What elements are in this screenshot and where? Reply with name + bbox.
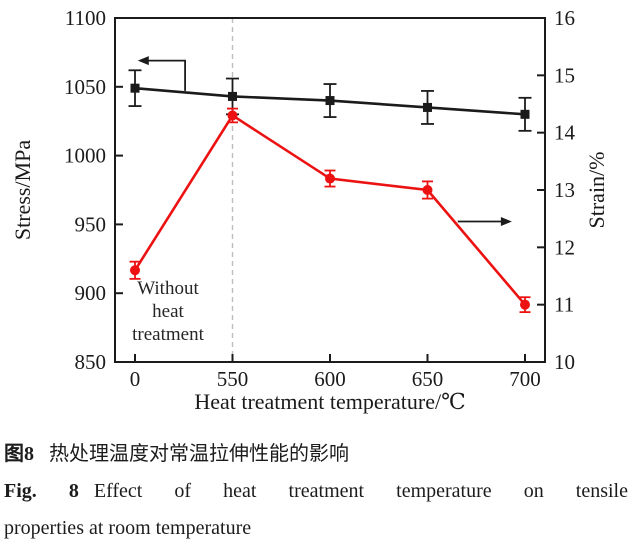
strain-tick-label: 14 xyxy=(554,121,576,145)
caption-en-line: Fig. 8 Effect of heat treatment temperatu… xyxy=(4,473,628,510)
stress-marker xyxy=(520,109,530,119)
stress-tick-label: 950 xyxy=(75,212,107,236)
annotation-line: treatment xyxy=(132,324,204,345)
caption-zh-label: 图8 xyxy=(4,443,34,465)
caption-zh-text: 热处理温度对常温拉伸性能的影响 xyxy=(49,443,349,465)
stress-marker xyxy=(325,96,335,106)
temperature-tick-label: 700 xyxy=(509,367,541,391)
figure-caption: 图8 热处理温度对常温拉伸性能的影响 Fig. 8 Effect of heat t… xyxy=(0,426,632,547)
temperature-tick-label: 650 xyxy=(412,367,444,391)
temperature-axis-title: Heat treatment temperature/℃ xyxy=(194,389,465,414)
stress-tick-label: 1100 xyxy=(65,6,106,30)
stress-marker xyxy=(228,91,237,101)
strain-marker xyxy=(130,265,140,276)
strain-tick-label: 12 xyxy=(554,235,575,259)
caption-en-line2: properties at room temperature xyxy=(4,517,252,539)
caption-en-text: Effect of heat treatment temperature on … xyxy=(93,480,628,502)
strain-tick-label: 15 xyxy=(554,63,575,87)
strain-tick-label: 13 xyxy=(554,178,575,202)
temperature-tick-label: 0 xyxy=(130,367,141,391)
temperature-tick-label: 600 xyxy=(314,367,346,391)
strain-marker xyxy=(520,299,530,310)
tensile-properties-plot: 1100 1050 1000 950 900 850 16 15 14 13 12 11 10 0 550 6… xyxy=(10,6,609,414)
without-heat-treatment-annotation: Without heat treatment xyxy=(118,277,218,346)
strain-tick-label: 16 xyxy=(554,6,575,30)
stress-tick-label: 850 xyxy=(75,350,107,374)
right-arrowhead-icon xyxy=(500,217,512,227)
stress-tick-label: 900 xyxy=(75,281,107,305)
figure-8-chart: 1100 1050 1000 950 900 850 16 15 14 13 12 11 10 0 550 6… xyxy=(10,6,609,414)
strain-axis-title: Strain/% xyxy=(584,152,609,229)
strain-marker xyxy=(227,110,238,121)
stress-axis-arrow xyxy=(147,59,186,91)
stress-axis-title: Stress/MPa xyxy=(10,140,35,240)
stress-tick-label: 1050 xyxy=(64,75,106,99)
left-arrowhead-icon xyxy=(137,56,149,66)
strain-marker xyxy=(325,173,335,184)
caption-en-label: Fig. 8 xyxy=(4,480,79,502)
temperature-tick-label: 550 xyxy=(217,367,249,391)
stress-tick-label: 1000 xyxy=(64,144,106,168)
strain-tick-label: 10 xyxy=(554,350,575,374)
stress-marker xyxy=(130,83,140,93)
stress-marker xyxy=(423,102,432,112)
strain-tick-label: 11 xyxy=(554,293,574,317)
caption-zh-line: 图8 热处理温度对常温拉伸性能的影响 xyxy=(4,436,628,473)
annotation-line: Without xyxy=(137,278,199,299)
strain-marker xyxy=(422,185,433,195)
annotation-line: heat xyxy=(152,301,184,322)
